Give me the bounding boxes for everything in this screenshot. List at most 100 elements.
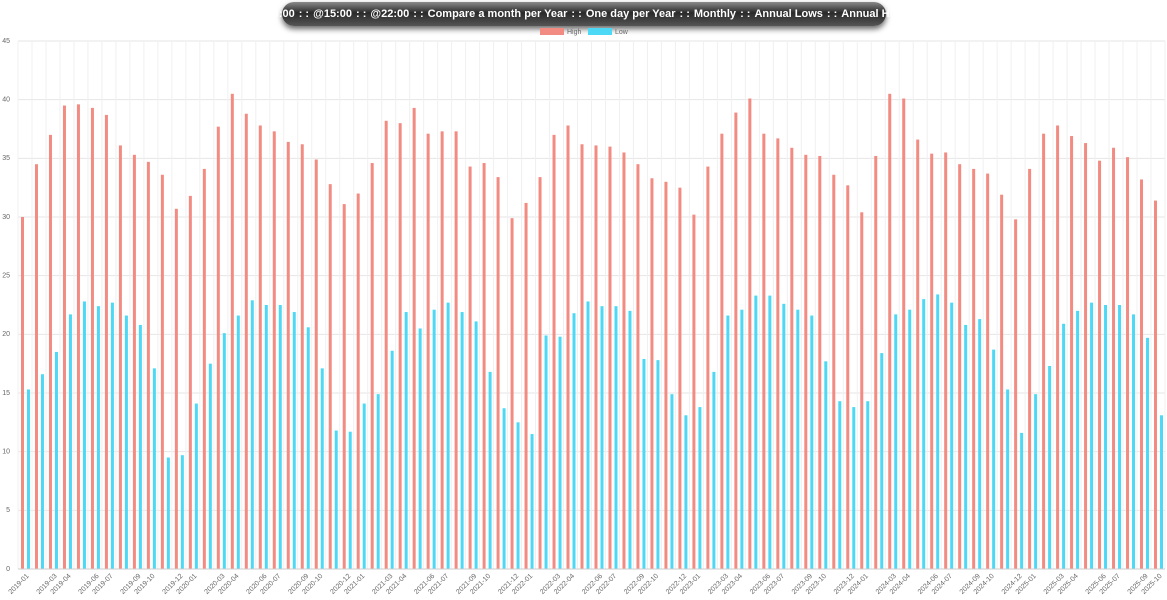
bar <box>202 168 206 570</box>
bar <box>880 353 884 569</box>
bar <box>972 168 976 570</box>
bar <box>96 306 100 569</box>
bar <box>580 144 584 569</box>
bar <box>334 430 338 569</box>
bar <box>482 163 486 569</box>
bar <box>208 363 212 569</box>
bar <box>222 333 226 569</box>
y-tick-label: 20 <box>2 331 10 338</box>
bar <box>1084 143 1088 569</box>
bar <box>1014 219 1018 569</box>
bar <box>124 315 128 569</box>
menu-item[interactable]: @15:00 <box>313 8 352 20</box>
bar <box>1056 125 1060 569</box>
bar <box>790 147 794 570</box>
bar <box>160 174 164 569</box>
bar <box>40 374 44 569</box>
bar <box>1140 179 1144 569</box>
bar <box>1020 432 1024 569</box>
bar <box>286 141 290 569</box>
bar <box>342 204 346 570</box>
bar <box>510 218 514 569</box>
bar <box>62 105 66 570</box>
bar <box>804 154 808 569</box>
bar <box>776 138 780 570</box>
bar <box>446 302 450 569</box>
menu-separator: : : <box>740 8 751 20</box>
menu-item[interactable]: Compare a month per Year <box>427 8 568 20</box>
bar <box>306 327 310 569</box>
bar <box>860 212 864 569</box>
bar <box>54 351 58 569</box>
bar <box>90 107 94 569</box>
bar <box>950 302 954 569</box>
bar <box>734 112 738 569</box>
bar <box>404 312 408 569</box>
bar <box>628 310 632 569</box>
bar <box>656 360 660 569</box>
menu-item[interactable]: @22:00 <box>370 8 410 20</box>
bar <box>1118 305 1122 569</box>
bar <box>300 144 304 569</box>
legend-label: High <box>567 29 582 36</box>
bar <box>244 113 248 569</box>
bar <box>250 300 254 569</box>
bar <box>76 104 80 570</box>
bar <box>642 358 646 569</box>
bar <box>978 319 982 569</box>
menu-item[interactable]: @06:00 <box>255 8 295 20</box>
bar <box>622 152 626 569</box>
bar <box>356 193 360 570</box>
bar <box>34 164 38 569</box>
bar <box>418 328 422 569</box>
bar <box>650 178 654 569</box>
bar <box>1062 323 1066 569</box>
bar <box>180 455 184 569</box>
bar <box>538 177 542 569</box>
bar <box>706 166 710 569</box>
menu-item[interactable]: Annual Lows <box>754 8 823 20</box>
bar <box>558 336 562 569</box>
bar <box>320 368 324 569</box>
menu-item[interactable]: Monthly <box>693 8 737 20</box>
bar <box>908 309 912 569</box>
bar <box>524 202 528 570</box>
bar <box>110 302 114 569</box>
bar <box>720 133 724 569</box>
bar <box>314 159 318 570</box>
bar <box>544 335 548 569</box>
bar <box>138 324 142 569</box>
y-tick-label: 35 <box>2 155 10 162</box>
bar <box>440 131 444 569</box>
bar <box>230 93 234 570</box>
bar <box>810 315 814 569</box>
bar <box>68 314 72 569</box>
bar <box>678 187 682 569</box>
bar <box>712 371 716 569</box>
bar <box>846 185 850 569</box>
bar <box>1076 310 1080 569</box>
menu-item[interactable]: One day per Year <box>585 8 676 20</box>
bar <box>264 305 268 569</box>
bar <box>516 422 520 569</box>
y-tick-label: 10 <box>2 449 10 456</box>
menu-separator: : : <box>826 8 838 20</box>
menu-item[interactable]: Annual Highs <box>841 8 913 20</box>
bar <box>986 173 990 569</box>
bar <box>754 295 758 569</box>
bar <box>1070 136 1074 570</box>
bar <box>1098 160 1102 569</box>
bar <box>964 324 968 569</box>
bar <box>894 314 898 569</box>
bar <box>432 309 436 569</box>
y-tick-label: 15 <box>2 390 10 397</box>
bar <box>824 361 828 569</box>
y-tick-label: 0 <box>6 566 10 573</box>
bar <box>748 98 752 569</box>
bar <box>740 309 744 569</box>
bar <box>594 145 598 569</box>
bar <box>692 214 696 570</box>
bar <box>104 114 108 570</box>
bar <box>936 294 940 569</box>
